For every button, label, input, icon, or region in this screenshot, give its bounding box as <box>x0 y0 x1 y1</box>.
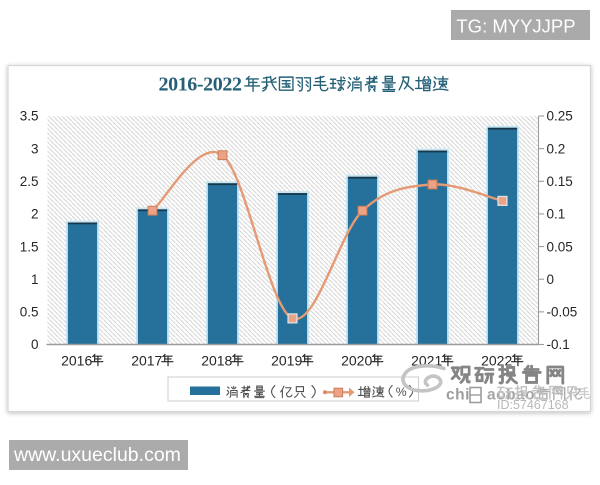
svg-text:%: % <box>396 385 407 399</box>
svg-text:1.5: 1.5 <box>20 239 39 254</box>
svg-text:2016: 2016 <box>61 353 92 369</box>
svg-text:2022: 2022 <box>481 353 512 369</box>
svg-text:0.15: 0.15 <box>547 174 573 189</box>
svg-text:0: 0 <box>31 337 39 352</box>
svg-text:0: 0 <box>547 272 555 287</box>
svg-text:chi: chi <box>446 387 470 404</box>
svg-text:2: 2 <box>31 207 39 222</box>
svg-text:2019: 2019 <box>271 353 302 369</box>
svg-text:2021: 2021 <box>411 353 442 369</box>
svg-text:TG: MYYJJPP: TG: MYYJJPP <box>456 15 575 36</box>
svg-text:-0.1: -0.1 <box>547 337 570 352</box>
svg-text:2017: 2017 <box>131 353 162 369</box>
svg-text:3: 3 <box>31 141 39 156</box>
svg-text:2020: 2020 <box>341 353 372 369</box>
svg-text:-0.05: -0.05 <box>547 305 578 320</box>
svg-text:2018: 2018 <box>201 353 232 369</box>
svg-text:2016-2022: 2016-2022 <box>159 74 242 96</box>
svg-text:0.05: 0.05 <box>547 239 573 254</box>
svg-text:1: 1 <box>31 272 39 287</box>
svg-text:0.5: 0.5 <box>20 305 39 320</box>
svg-text:0.25: 0.25 <box>547 109 573 124</box>
svg-text:3.5: 3.5 <box>20 109 39 124</box>
svg-text:0.1: 0.1 <box>547 207 566 222</box>
svg-text:0.2: 0.2 <box>547 141 566 156</box>
svg-text:www.uxueclub.com: www.uxueclub.com <box>13 444 181 466</box>
svg-text:ID:57467168: ID:57467168 <box>497 398 569 412</box>
svg-text:2.5: 2.5 <box>20 174 39 189</box>
